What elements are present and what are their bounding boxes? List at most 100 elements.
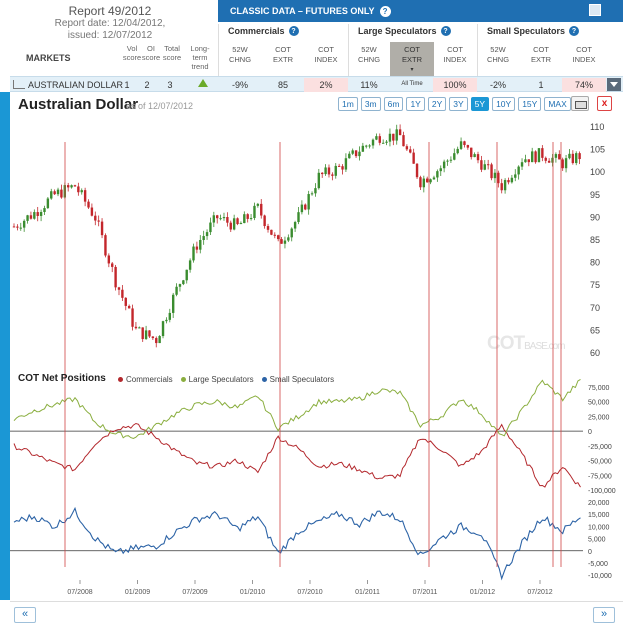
candle <box>537 148 541 163</box>
col-ls-extr[interactable]: COT EXTR ▾ <box>390 42 434 76</box>
candle <box>53 191 56 195</box>
range-max[interactable]: MAX <box>544 97 571 111</box>
print-icon[interactable] <box>589 4 601 16</box>
legend-dot <box>118 377 123 382</box>
price-tick-label: 60 <box>590 348 600 358</box>
candle <box>453 153 456 160</box>
print-icon[interactable] <box>571 96 589 111</box>
candle <box>246 214 249 219</box>
candle <box>97 220 100 222</box>
candle <box>354 150 358 157</box>
market-row[interactable]: AUSTRALIAN DOLLAR 1 2 3 -9% 85 2% 11% Al… <box>10 76 623 92</box>
candle <box>287 237 290 241</box>
x-tick-label: 07/2008 <box>67 589 92 596</box>
small-spec-tick-label: -10,000 <box>588 573 612 580</box>
col-com-extr[interactable]: COT EXTR <box>272 45 293 64</box>
expand-row-button[interactable] <box>607 78 621 91</box>
range-1m[interactable]: 1m <box>338 97 358 111</box>
price-tick-label: 75 <box>590 280 600 290</box>
classic-data-title: CLASSIC DATA – FUTURES ONLY <box>230 6 375 16</box>
com-extr: 85 <box>277 80 288 90</box>
candle <box>476 154 480 161</box>
candle <box>375 136 378 140</box>
candle <box>80 190 83 193</box>
range-10y[interactable]: 10Y <box>492 97 516 111</box>
range-5y[interactable]: 5Y <box>470 97 490 111</box>
ls-extr: All Time <box>401 81 423 87</box>
help-icon[interactable]: ? <box>288 26 299 36</box>
x-tick-label: 01/2011 <box>355 589 380 596</box>
cot-tick-label: -100,000 <box>588 488 616 495</box>
candle <box>422 178 426 188</box>
range-6m[interactable]: 6m <box>383 97 404 111</box>
col-ls-52w[interactable]: 52W CHNG <box>357 45 381 64</box>
candle <box>73 185 77 187</box>
ss-index: 74% <box>562 78 606 92</box>
range-15y[interactable]: 15Y <box>518 97 542 111</box>
candle <box>429 179 432 183</box>
price-tick-label: 95 <box>590 190 600 200</box>
candle <box>314 188 317 194</box>
prev-button[interactable]: « <box>14 607 36 623</box>
candle <box>144 330 148 340</box>
candle <box>409 149 412 153</box>
candle <box>199 240 202 250</box>
total-score: 3 <box>167 80 173 90</box>
candle <box>547 160 551 163</box>
help-icon[interactable]: ? <box>569 26 580 36</box>
series-line-commercials <box>13 422 581 488</box>
help-icon[interactable]: ? <box>379 5 391 17</box>
range-3m[interactable]: 3m <box>360 97 381 111</box>
candle <box>124 297 127 306</box>
candle <box>503 180 507 191</box>
market-name[interactable]: AUSTRALIAN DOLLAR <box>28 80 124 90</box>
chart-area: 60 65 70 75 80 85 90 95 100 105 110 75,000 50,000 25,… <box>10 122 616 596</box>
col-ls-index[interactable]: COT INDEX <box>443 45 467 64</box>
candle <box>263 215 266 227</box>
x-tick-label: 07/2009 <box>182 589 207 596</box>
help-icon[interactable]: ? <box>440 26 451 36</box>
candle <box>270 229 273 235</box>
candle <box>568 153 571 159</box>
price-tick-label: 110 <box>590 122 604 132</box>
series-line-small-speculators <box>13 506 581 581</box>
candle <box>497 172 500 184</box>
candle <box>168 312 171 320</box>
com-52w: -9% <box>231 80 248 90</box>
x-tick-label: 01/2009 <box>125 589 150 596</box>
candle <box>56 189 60 195</box>
candle <box>297 212 300 223</box>
candle <box>19 227 22 229</box>
candle <box>554 154 558 158</box>
candle <box>446 160 449 162</box>
candle <box>131 308 134 327</box>
price-tick-label: 65 <box>590 325 600 335</box>
candle <box>158 336 161 344</box>
price-tick-label: 100 <box>590 167 605 177</box>
candle <box>104 235 107 256</box>
candle <box>165 319 168 322</box>
range-2y[interactable]: 2Y <box>427 97 447 111</box>
range-1y[interactable]: 1Y <box>406 97 425 111</box>
col-com-index[interactable]: COT INDEX <box>314 45 338 64</box>
col-ss-extr[interactable]: COT EXTR <box>530 45 551 64</box>
candle <box>578 153 581 160</box>
col-com-52w[interactable]: 52W CHNG <box>228 45 252 64</box>
candle <box>175 286 178 295</box>
candle <box>361 145 365 152</box>
col-ss-52w[interactable]: 52W CHNG <box>486 45 510 64</box>
candle <box>273 234 276 236</box>
candle <box>392 133 395 141</box>
candle <box>216 215 219 219</box>
next-button[interactable]: » <box>593 607 615 623</box>
close-button[interactable]: x <box>597 96 612 111</box>
vol-score: 1 <box>124 80 130 90</box>
col-ss-index[interactable]: COT INDEX <box>572 45 596 64</box>
candle <box>412 152 415 164</box>
candle <box>486 164 490 166</box>
candle <box>205 232 209 237</box>
range-3y[interactable]: 3Y <box>449 97 468 111</box>
candle <box>260 203 263 216</box>
candle <box>493 172 497 179</box>
candle <box>155 338 158 344</box>
